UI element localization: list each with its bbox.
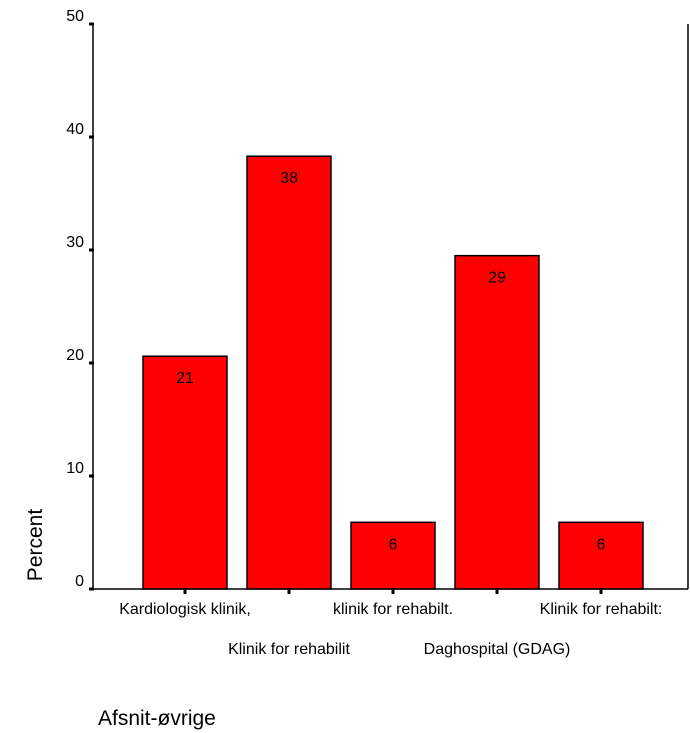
bar (558, 521, 644, 590)
x-tick-label: Klinik for rehabilt: (540, 601, 663, 618)
bar-value-label: 38 (280, 170, 298, 187)
bar-value-label: 29 (488, 270, 506, 287)
y-tick-label: 10 (66, 460, 84, 477)
bar (246, 155, 332, 590)
bar-value-label: 6 (389, 536, 398, 553)
bars: 21 38 6 29 6 (142, 155, 644, 590)
y-tick-label: 0 (75, 573, 84, 590)
y-tick-label: 30 (66, 234, 84, 251)
x-axis: Kardiologisk klinik, Klinik for rehabilit… (119, 588, 662, 658)
x-tick-label: Kardiologisk klinik, (119, 601, 251, 618)
x-tick-label: Klinik for rehabilit (228, 641, 350, 658)
bar (142, 355, 228, 590)
y-tick-label: 20 (66, 347, 84, 364)
y-axis-title: Percent (24, 509, 47, 582)
y-tick-label: 40 (66, 121, 84, 138)
x-tick-label: klinik for rehabilt. (333, 601, 453, 618)
y-axis: 0 10 20 30 40 50 (66, 8, 94, 591)
y-tick-label: 50 (66, 8, 84, 25)
x-axis-title: Afsnit-øvrige (98, 707, 216, 730)
bar-value-label: 6 (597, 536, 606, 553)
x-tick-label: Daghospital (GDAG) (424, 641, 571, 658)
bar-value-label: 21 (176, 370, 194, 387)
bar (350, 521, 436, 590)
bar (454, 254, 540, 590)
